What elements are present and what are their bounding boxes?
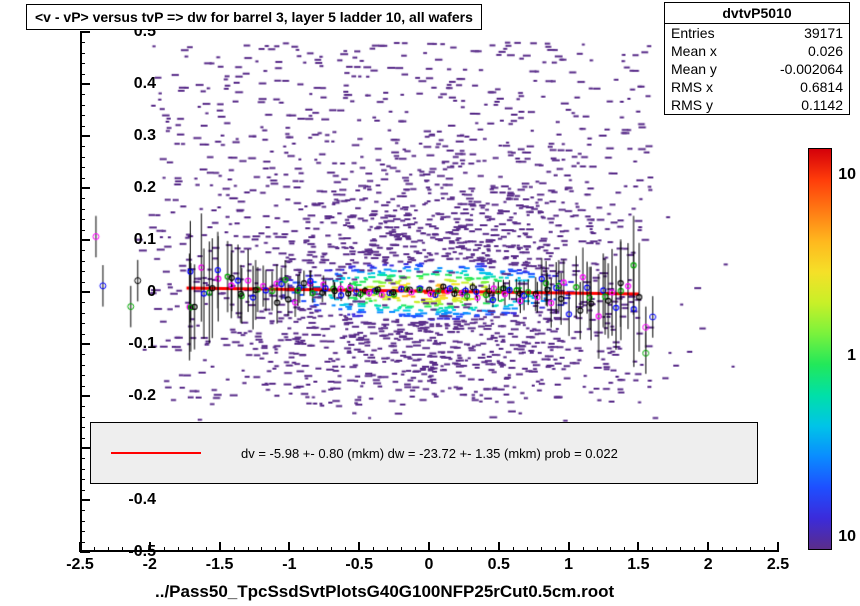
x-tick-label: 0 (425, 556, 434, 574)
stats-row-entries: Entries 39171 (665, 24, 849, 42)
stats-name: dvtvP5010 (665, 3, 849, 24)
colorbar-tick-label: 10 (838, 166, 856, 184)
y-tick-label: 0.2 (96, 179, 156, 197)
x-tick-label: -1.5 (206, 556, 234, 574)
colorbar-tick-label: 1 (847, 347, 856, 365)
x-axis-label: ../Pass50_TpcSsdSvtPlotsG40G100NFP25rCut… (155, 582, 840, 602)
stats-value: 0.026 (808, 43, 843, 59)
stats-value: -0.002064 (780, 61, 843, 77)
stats-label: RMS x (671, 79, 713, 95)
fit-legend-box: dv = -5.98 +- 0.80 (mkm) dw = -23.72 +- … (90, 422, 758, 484)
stats-label: Mean y (671, 61, 717, 77)
stats-value: 0.6814 (800, 79, 843, 95)
colorbar-tick-label: 10 (838, 528, 856, 546)
stats-box: dvtvP5010 Entries 39171 Mean x 0.026 Mea… (664, 2, 850, 115)
x-tick-label: -1 (282, 556, 296, 574)
x-tick-label: 1.5 (627, 556, 649, 574)
x-tick-label: -0.5 (345, 556, 373, 574)
x-tick-label: 2 (704, 556, 713, 574)
y-tick-label: -0.1 (96, 335, 156, 353)
x-tick-label: 2.5 (767, 556, 789, 574)
stats-row-rmsx: RMS x 0.6814 (665, 78, 849, 96)
chart-title-box: <v - vP> versus tvP => dw for barrel 3, … (26, 4, 482, 30)
stats-label: Entries (671, 25, 715, 41)
stats-row-rmsy: RMS y 0.1142 (665, 96, 849, 114)
stats-label: RMS y (671, 97, 713, 113)
fit-legend-line (111, 452, 201, 454)
stats-value: 39171 (804, 25, 843, 41)
x-tick-label: -2 (143, 556, 157, 574)
y-tick-label: 0.4 (96, 75, 156, 93)
y-tick-label: -0.4 (96, 491, 156, 509)
x-tick-label: -2.5 (66, 556, 94, 574)
y-tick-label: 0.3 (96, 127, 156, 145)
y-tick-label: -0.2 (96, 387, 156, 405)
y-tick-label: 0.1 (96, 231, 156, 249)
x-tick-label: 1 (564, 556, 573, 574)
y-tick-label: 0 (96, 283, 156, 301)
stats-value: 0.1142 (801, 97, 843, 113)
fit-legend-text: dv = -5.98 +- 0.80 (mkm) dw = -23.72 +- … (241, 446, 618, 461)
colorbar (808, 148, 832, 550)
stats-label: Mean x (671, 43, 717, 59)
x-tick-label: 0.5 (488, 556, 510, 574)
stats-row-meany: Mean y -0.002064 (665, 60, 849, 78)
stats-row-meanx: Mean x 0.026 (665, 42, 849, 60)
chart-title: <v - vP> versus tvP => dw for barrel 3, … (35, 9, 473, 25)
